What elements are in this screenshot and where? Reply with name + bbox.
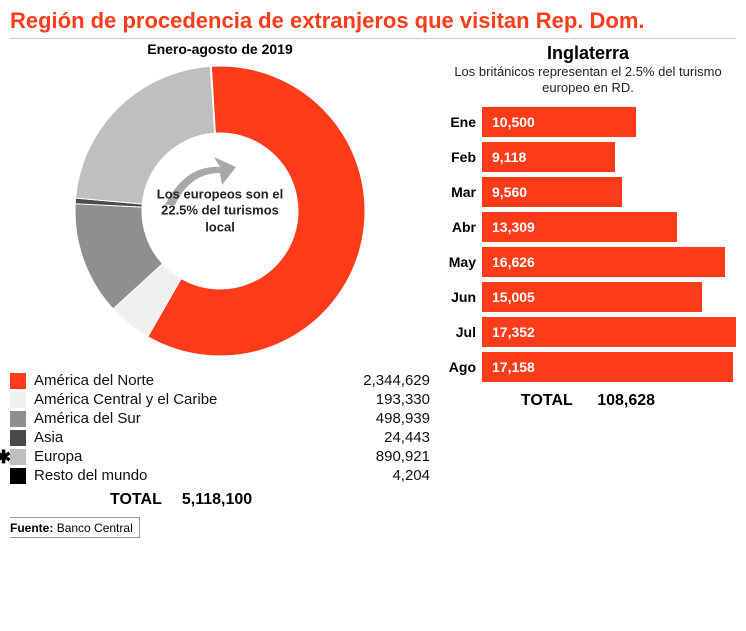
bar-track: 9,118 [482,142,736,172]
bar-track: 16,626 [482,247,736,277]
bar-total-value: 108,628 [597,392,655,409]
bar-label: Ago [440,359,482,375]
source: Fuente: Banco Central [10,517,140,538]
bar-label: Feb [440,149,482,165]
bar-row: Jul17,352 [440,317,736,347]
bar-track: 17,352 [482,317,736,347]
columns: Enero-agosto de 2019 Los europeos son el… [10,41,736,509]
bar-title: Inglaterra [440,43,736,64]
legend-value: 498,939 [330,410,430,427]
legend-swatch [10,449,26,465]
bar-label: Abr [440,219,482,235]
donut-total: TOTAL 5,118,100 [10,491,430,509]
bar-track: 17,158 [482,352,736,382]
legend-label: América Central y el Caribe [34,391,330,408]
bar-row: Mar9,560 [440,177,736,207]
legend-label: Asia [34,429,330,446]
legend-label: América del Sur [34,410,330,427]
legend-row: Asia24,443 [10,428,430,447]
asterisk-icon: ✱ [0,449,11,465]
legend-value: 890,921 [330,448,430,465]
bar-label: May [440,254,482,270]
bar-fill: 10,500 [482,107,636,137]
legend-row: Resto del mundo4,204 [10,466,430,485]
bar-row: Ene10,500 [440,107,736,137]
legend-value: 4,204 [330,467,430,484]
bar-fill: 15,005 [482,282,702,312]
donut-chart: Los europeos son el 22.5% del turismos l… [40,61,400,361]
source-value: Banco Central [57,521,133,535]
legend-value: 193,330 [330,391,430,408]
source-label: Fuente: [10,521,53,535]
bar-label: Jul [440,324,482,340]
legend-row: América del Sur498,939 [10,409,430,428]
donut-center-text: Los europeos son el 22.5% del turismos l… [145,187,295,236]
bar-label: Mar [440,184,482,200]
legend-swatch [10,430,26,446]
bar-track: 10,500 [482,107,736,137]
bar-row: May16,626 [440,247,736,277]
legend-swatch [10,392,26,408]
donut-total-value: 5,118,100 [182,491,252,509]
legend-swatch [10,468,26,484]
bar-label: Ene [440,114,482,130]
bar-subtitle: Los británicos representan el 2.5% del t… [440,64,736,107]
bar-fill: 9,560 [482,177,622,207]
donut-total-label: TOTAL [110,491,162,509]
legend-value: 2,344,629 [330,372,430,389]
period-label: Enero-agosto de 2019 [10,41,430,57]
legend-label: Resto del mundo [34,467,330,484]
legend-label: América del Norte [34,372,330,389]
bar-fill: 13,309 [482,212,677,242]
bar-total-label: TOTAL [521,392,573,409]
legend-row: América Central y el Caribe193,330 [10,390,430,409]
legend-row: América del Norte2,344,629 [10,371,430,390]
infographic-container: Región de procedencia de extranjeros que… [0,0,746,542]
bar-row: Ago17,158 [440,352,736,382]
legend-swatch [10,411,26,427]
legend-row: ✱Europa890,921 [10,447,430,466]
bar-total: TOTAL 108,628 [440,392,736,410]
bar-fill: 9,118 [482,142,615,172]
bar-row: Jun15,005 [440,282,736,312]
bar-row: Abr13,309 [440,212,736,242]
bar-track: 9,560 [482,177,736,207]
bar-chart: Ene10,500Feb9,118Mar9,560Abr13,309May16,… [440,107,736,382]
bar-track: 13,309 [482,212,736,242]
main-title: Región de procedencia de extranjeros que… [10,8,736,39]
bar-track: 15,005 [482,282,736,312]
bar-row: Feb9,118 [440,142,736,172]
right-column: Inglaterra Los británicos representan el… [440,41,736,509]
bar-fill: 17,352 [482,317,736,347]
bar-label: Jun [440,289,482,305]
legend-value: 24,443 [330,429,430,446]
bar-fill: 16,626 [482,247,725,277]
legend-swatch [10,373,26,389]
donut-legend: América del Norte2,344,629América Centra… [10,371,430,485]
donut-slice [76,66,215,204]
left-column: Enero-agosto de 2019 Los europeos son el… [10,41,430,509]
legend-label: Europa [34,448,330,465]
bar-fill: 17,158 [482,352,733,382]
